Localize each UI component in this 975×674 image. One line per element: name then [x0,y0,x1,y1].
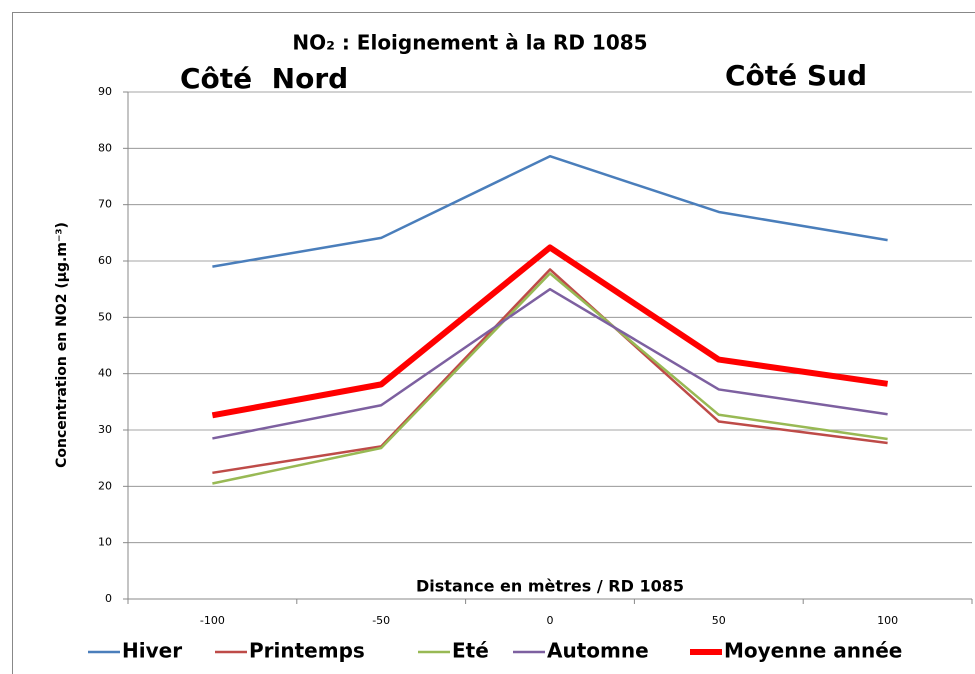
y-tick-label: 50 [98,310,112,323]
annotation: Côté Sud [725,59,867,92]
x-axis-label: Distance en mètres / RD 1085 [416,577,684,596]
legend-label: Hiver [122,639,182,663]
y-tick-label: 40 [98,367,112,380]
chart-border [12,12,975,674]
y-tick-label: 80 [98,141,112,154]
y-tick-label: 0 [105,592,112,605]
annotation: Côté Nord [180,62,348,95]
series-line [212,272,888,485]
y-axis-label: Concentration en NO2 (µg.m⁻³) [54,222,70,468]
series-line [212,268,888,475]
series-line [212,154,888,268]
y-tick-label: 10 [98,536,112,549]
series-line [211,244,889,419]
series-line [212,287,888,440]
y-tick-label: 30 [98,423,112,436]
y-tick-label: 60 [98,254,112,267]
legend-label: Moyenne année [724,639,902,663]
x-tick-label: 100 [877,614,898,627]
y-tick-label: 20 [98,479,112,492]
y-tick-label: 70 [98,198,112,211]
x-tick-label: 50 [712,614,726,627]
legend-label: Printemps [249,639,365,663]
x-tick-label: -100 [200,614,225,627]
chart-title: NO₂ : Eloignement à la RD 1085 [292,31,647,55]
legend-label: Automne [547,639,649,663]
y-tick-label: 90 [98,85,112,98]
x-tick-label: -50 [372,614,390,627]
x-tick-label: 0 [547,614,554,627]
legend-label: Eté [452,639,489,663]
